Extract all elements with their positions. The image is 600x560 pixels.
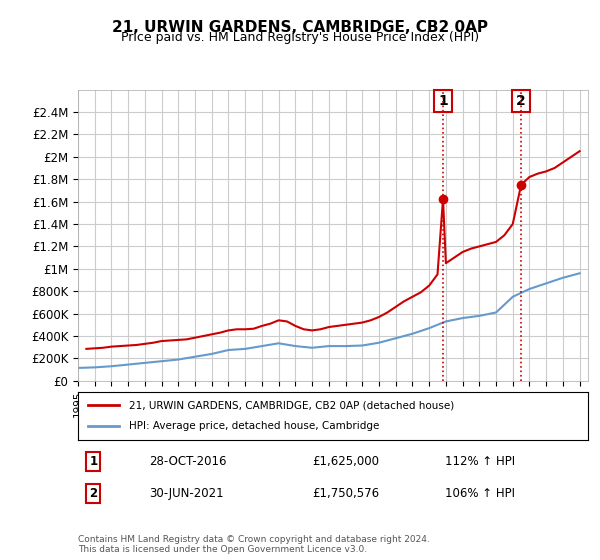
Text: 106% ↑ HPI: 106% ↑ HPI: [445, 487, 515, 500]
Text: 2: 2: [516, 94, 526, 108]
Text: 2: 2: [89, 487, 97, 500]
Text: Price paid vs. HM Land Registry's House Price Index (HPI): Price paid vs. HM Land Registry's House …: [121, 31, 479, 44]
Text: 112% ↑ HPI: 112% ↑ HPI: [445, 455, 515, 468]
Text: 30-JUN-2021: 30-JUN-2021: [149, 487, 224, 500]
Text: £1,625,000: £1,625,000: [313, 455, 380, 468]
Text: HPI: Average price, detached house, Cambridge: HPI: Average price, detached house, Camb…: [129, 421, 379, 431]
Text: 28-OCT-2016: 28-OCT-2016: [149, 455, 227, 468]
Text: 1: 1: [438, 94, 448, 108]
Text: Contains HM Land Registry data © Crown copyright and database right 2024.
This d: Contains HM Land Registry data © Crown c…: [78, 535, 430, 554]
Text: £1,750,576: £1,750,576: [313, 487, 380, 500]
Text: 1: 1: [89, 455, 97, 468]
Text: 21, URWIN GARDENS, CAMBRIDGE, CB2 0AP: 21, URWIN GARDENS, CAMBRIDGE, CB2 0AP: [112, 20, 488, 35]
Text: 21, URWIN GARDENS, CAMBRIDGE, CB2 0AP (detached house): 21, URWIN GARDENS, CAMBRIDGE, CB2 0AP (d…: [129, 400, 454, 410]
